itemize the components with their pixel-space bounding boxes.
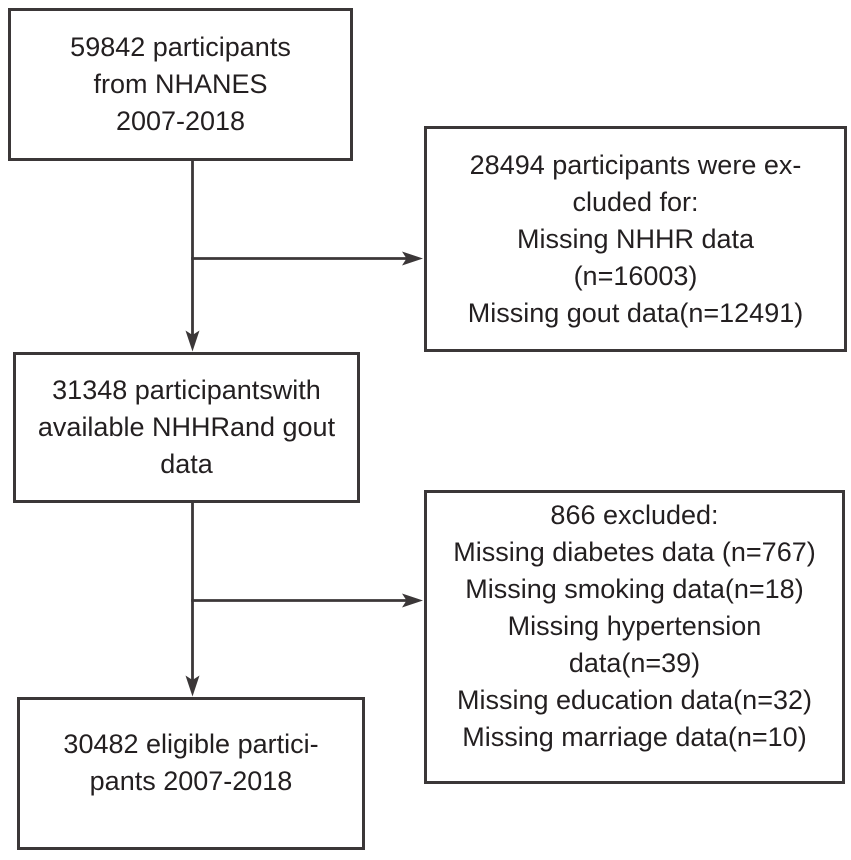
- box-text-line: cluded for:: [572, 186, 699, 217]
- flow-box-excluded-first-stage: 28494 participants were ex- cluded for: …: [424, 126, 847, 352]
- box-text-line: Missing education data(n=32): [457, 685, 812, 715]
- box-text-line: from NHANES: [93, 69, 268, 99]
- box-text-line: 31348 participantswith: [52, 375, 321, 405]
- arrowhead-right-into-excluded1: [402, 251, 423, 266]
- box-text-line: Missing gout data(n=12491): [467, 297, 804, 328]
- box-text-line: data(n=39): [568, 648, 701, 678]
- box-text-line: Missing marriage data(n=10): [462, 722, 807, 752]
- box-text-line: (n=16003): [573, 260, 698, 291]
- flow-box-available-data: 31348 participantswith available NHHRand…: [13, 352, 360, 503]
- box-text-line: pants 2007-2018: [89, 765, 293, 796]
- box-text-line: available NHHRand gout: [37, 412, 336, 442]
- flow-box-excluded-second-stage: 866 excluded: Missing diabetes data (n=7…: [424, 490, 845, 784]
- flow-box-eligible-participants: 30482 eligible partici- pants 2007-2018: [17, 697, 365, 850]
- box-text-line: 59842 participants: [70, 32, 291, 62]
- box-text-line: Missing smoking data(n=18): [465, 574, 804, 604]
- arrowhead-down-into-eligible: [185, 675, 200, 697]
- box-text-line: 2007-2018: [115, 106, 246, 136]
- box-text-line: data: [160, 449, 213, 479]
- box-text-line: 30482 eligible partici-: [63, 728, 319, 759]
- box-text-line: 866 excluded:: [550, 500, 719, 530]
- box-text-line: Missing hypertension: [507, 611, 762, 641]
- flow-box-initial-participants: 59842 participants from NHANES 2007-2018: [8, 8, 353, 161]
- box-text-line: Missing NHHR data: [516, 223, 755, 254]
- arrowhead-down-into-available: [185, 330, 200, 352]
- arrowhead-right-into-excluded2: [402, 593, 423, 608]
- box-text-line: 28494 participants were ex-: [469, 149, 802, 180]
- box-text-line: Missing diabetes data (n=767): [453, 537, 816, 567]
